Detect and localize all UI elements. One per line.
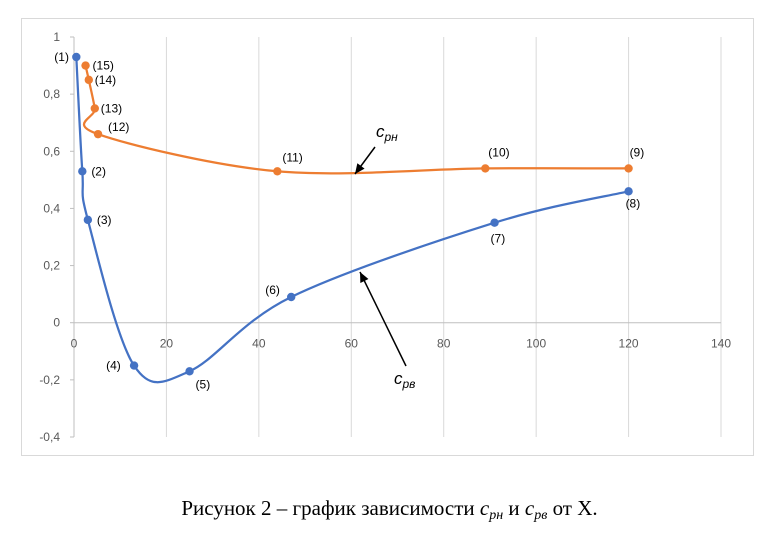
series-0-point-2 xyxy=(83,215,93,225)
series-1-point-3 xyxy=(93,129,103,139)
point-label-1-4: (11) xyxy=(282,150,302,164)
point-label-0-0: (1) xyxy=(54,50,69,64)
series-1-point-6 xyxy=(624,164,633,173)
y-tick-label-1: -0,2 xyxy=(39,373,60,387)
point-label-0-4: (5) xyxy=(196,377,211,391)
arrow-orange xyxy=(354,146,376,175)
series-name-orange-base: c xyxy=(376,122,385,141)
caption-suffix: от X. xyxy=(547,496,598,520)
point-label-1-6: (9) xyxy=(630,145,645,159)
point-label-1-1: (14) xyxy=(95,73,116,87)
y-tick-label-5: 0,6 xyxy=(43,144,60,158)
series-1-point-4 xyxy=(273,167,282,176)
series-0-line xyxy=(75,56,629,384)
series-0-point-7 xyxy=(624,187,633,196)
x-tick-label-1: 20 xyxy=(160,337,174,351)
point-label-0-2: (3) xyxy=(97,213,112,227)
point-label-0-6: (7) xyxy=(491,232,506,246)
caption-var1-sub: рн xyxy=(489,508,504,523)
series-0-point-4 xyxy=(185,367,194,376)
series-name-blue: cрв xyxy=(394,369,415,391)
line-chart: -0,4 -0,2 0 0,2 0,4 0,6 0,8 1 0 20 40 60 80 100 120 140… xyxy=(39,30,731,444)
caption-var2-sub: рв xyxy=(534,508,548,523)
caption-middle: и xyxy=(503,496,525,520)
x-tick-label-7: 140 xyxy=(711,337,731,351)
y-tick-label-6: 0,8 xyxy=(43,87,60,101)
x-tick-label-3: 60 xyxy=(345,337,359,351)
point-label-1-3: (12) xyxy=(108,120,129,134)
point-label-1-2: (13) xyxy=(101,101,122,115)
series-name-blue-base: c xyxy=(394,369,403,388)
series-1-point-2 xyxy=(90,104,99,113)
caption-prefix: Рисунок 2 – график зависимости xyxy=(181,496,480,520)
arrow-blue-head xyxy=(360,272,369,283)
x-tick-label-6: 120 xyxy=(619,337,639,351)
series-1-point-0 xyxy=(81,61,90,70)
figure-caption: Рисунок 2 – график зависимости cрн и cрв… xyxy=(0,496,779,524)
caption-var2-base: c xyxy=(524,496,535,520)
x-tick-label-5: 100 xyxy=(526,337,546,351)
y-tick-label-3: 0,2 xyxy=(43,259,60,273)
series-0-point-0 xyxy=(72,52,81,62)
arrow-blue-shaft xyxy=(359,271,407,367)
series-0-point-3 xyxy=(129,361,139,370)
arrow-blue xyxy=(359,271,407,367)
chart-frame: -0,4 -0,2 0 0,2 0,4 0,6 0,8 1 0 20 40 60 80 100 120 140… xyxy=(21,18,754,456)
point-label-1-5: (10) xyxy=(488,145,509,159)
arrow-orange-head xyxy=(355,163,365,174)
y-tick-label-0: -0,4 xyxy=(39,430,60,444)
series-name-orange: cрн xyxy=(376,122,398,144)
x-tick-label-2: 40 xyxy=(252,337,266,351)
series-0-point-5 xyxy=(287,292,296,302)
point-label-0-1: (2) xyxy=(91,164,106,178)
series-1-point-5 xyxy=(481,164,490,173)
series-1-point-1 xyxy=(84,75,93,85)
series-0-point-1 xyxy=(78,167,87,176)
y-tick-label-4: 0,4 xyxy=(43,201,60,215)
series-name-orange-sub: рн xyxy=(384,130,399,144)
point-label-0-7: (8) xyxy=(626,196,641,210)
y-tick-label-7: 1 xyxy=(53,30,60,44)
caption-var1-base: c xyxy=(479,496,490,520)
series-0-point-6 xyxy=(490,218,499,227)
y-tick-label-2: 0 xyxy=(53,316,60,330)
series-name-blue-sub: рв xyxy=(402,377,416,391)
x-tick-label-4: 80 xyxy=(437,337,451,351)
series-1-line xyxy=(82,65,629,175)
point-label-0-3: (4) xyxy=(106,359,121,373)
point-label-0-5: (6) xyxy=(265,283,280,297)
x-tick-label-0: 0 xyxy=(71,337,78,351)
point-label-1-0: (15) xyxy=(93,59,114,73)
